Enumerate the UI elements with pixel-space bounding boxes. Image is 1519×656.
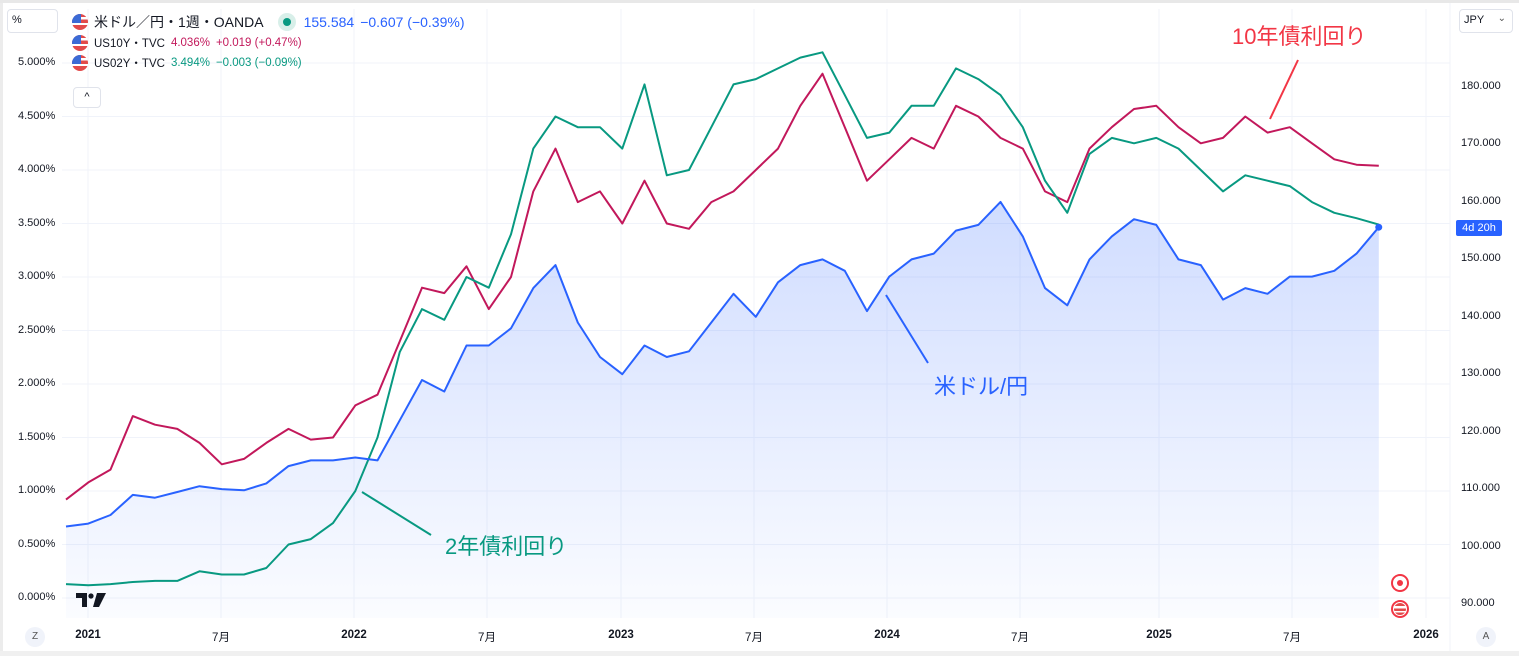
time-axis-label: 2026 xyxy=(1413,629,1439,641)
usdjpy-annotation[interactable]: 米ドル/円 xyxy=(934,374,1029,399)
time-axis-label: 7月 xyxy=(478,632,496,644)
unit-selector[interactable]: % xyxy=(7,9,58,33)
currency-selector[interactable]: JPY ⌄ xyxy=(1459,9,1513,33)
left-axis-label: 1.000% xyxy=(18,484,56,496)
us02y-value: 3.494% xyxy=(170,57,210,69)
us10y-value: 4.036% xyxy=(170,37,210,49)
left-axis-label: 3.000% xyxy=(18,270,56,282)
right-axis-label: 130.000 xyxy=(1461,367,1501,380)
us02y-line xyxy=(65,51,1380,587)
legend-us02y-row[interactable]: US02Y・TVC 3.494% −0.003 (−0.09%) xyxy=(72,53,464,73)
chevron-down-icon: ⌄ xyxy=(1497,13,1506,24)
legend-collapse-button[interactable]: ^ xyxy=(73,87,101,108)
main-change: −0.607 (−0.39%) xyxy=(360,14,465,30)
us02y-change: −0.003 (−0.09%) xyxy=(215,57,302,69)
usdjpy-line xyxy=(65,200,1380,528)
legend-main-row[interactable]: 米ドル／円・1週・OANDA 155.584 −0.607 (−0.39%) xyxy=(72,11,464,33)
us02y-annotation[interactable]: 2年債利回り xyxy=(445,534,568,559)
right-axis-label: 140.000 xyxy=(1461,309,1501,322)
right-axis-label: 110.000 xyxy=(1461,482,1500,495)
usdjpy-area xyxy=(66,201,1379,618)
right-axis-label: 90.000 xyxy=(1461,597,1495,609)
us02y-annotation-line xyxy=(361,491,432,536)
time-axis-label: 7月 xyxy=(1283,632,1301,644)
currency-label: JPY xyxy=(1464,14,1485,26)
market-open-icon xyxy=(277,13,296,31)
zoom-reset-button[interactable]: Z xyxy=(25,627,45,647)
time-axis-label: 2021 xyxy=(75,629,101,641)
main-price: 155.584 xyxy=(303,14,355,30)
left-axis-label: 3.500% xyxy=(18,216,56,229)
chart-canvas[interactable] xyxy=(0,3,1519,656)
auto-scale-button[interactable]: A xyxy=(1476,627,1496,647)
alert-marker-icon[interactable] xyxy=(1391,574,1409,592)
usdjpy-annotation-line xyxy=(885,294,929,364)
unit-label: % xyxy=(12,14,22,26)
left-axis-label: 2.500% xyxy=(18,323,56,336)
us10y-annotation[interactable]: 10年債利回り xyxy=(1232,24,1367,49)
left-axis-label: 0.500% xyxy=(18,537,56,550)
us02y-symbol: US02Y・TVC xyxy=(94,58,165,70)
time-axis-label: 7月 xyxy=(1011,632,1029,644)
us10y-symbol: US10Y・TVC xyxy=(94,38,165,50)
us-event-marker-icon[interactable] xyxy=(1391,600,1409,618)
us-flag-icon xyxy=(72,35,88,51)
left-edge xyxy=(0,3,3,656)
left-axis-label: 4.000% xyxy=(18,163,56,175)
legend: 米ドル／円・1週・OANDA 155.584 −0.607 (−0.39%) U… xyxy=(72,11,464,73)
time-axis-label: 7月 xyxy=(745,632,763,644)
left-axis-label: 0.000% xyxy=(18,591,56,603)
us10y-change: +0.019 (+0.47%) xyxy=(215,37,302,49)
tradingview-logo-icon[interactable] xyxy=(76,593,106,607)
time-axis-label: 7月 xyxy=(212,632,230,644)
right-axis-label: 150.000 xyxy=(1461,252,1501,265)
right-axis-label: 160.000 xyxy=(1461,194,1501,207)
left-axis-label: 4.500% xyxy=(18,109,56,122)
main-symbol: 米ドル／円・1週・OANDA xyxy=(94,14,264,30)
left-axis-label: 2.000% xyxy=(18,377,56,389)
left-axis-label: 5.000% xyxy=(18,56,56,68)
right-axis-label: 180.000 xyxy=(1461,80,1501,93)
us10y-line xyxy=(65,72,1379,501)
time-axis-label: 2025 xyxy=(1146,629,1172,641)
legend-us10y-row[interactable]: US10Y・TVC 4.036% +0.019 (+0.47%) xyxy=(72,33,464,53)
us10y-annotation-line xyxy=(1269,59,1299,120)
last-price-dot xyxy=(1375,223,1383,231)
right-axis-label: 100.000 xyxy=(1461,539,1501,552)
chevron-up-icon: ^ xyxy=(84,91,90,103)
us-jp-flag-icon xyxy=(72,14,88,30)
bar-countdown-badge: 4d 20h xyxy=(1456,220,1502,236)
left-axis-label: 1.500% xyxy=(18,430,56,443)
time-axis-label: 2022 xyxy=(341,629,367,641)
right-axis-label: 120.000 xyxy=(1461,424,1501,437)
time-axis-label: 2023 xyxy=(608,629,634,641)
right-axis-label: 170.000 xyxy=(1461,137,1501,150)
us-flag-icon xyxy=(72,55,88,71)
time-axis-label: 2024 xyxy=(874,629,900,641)
